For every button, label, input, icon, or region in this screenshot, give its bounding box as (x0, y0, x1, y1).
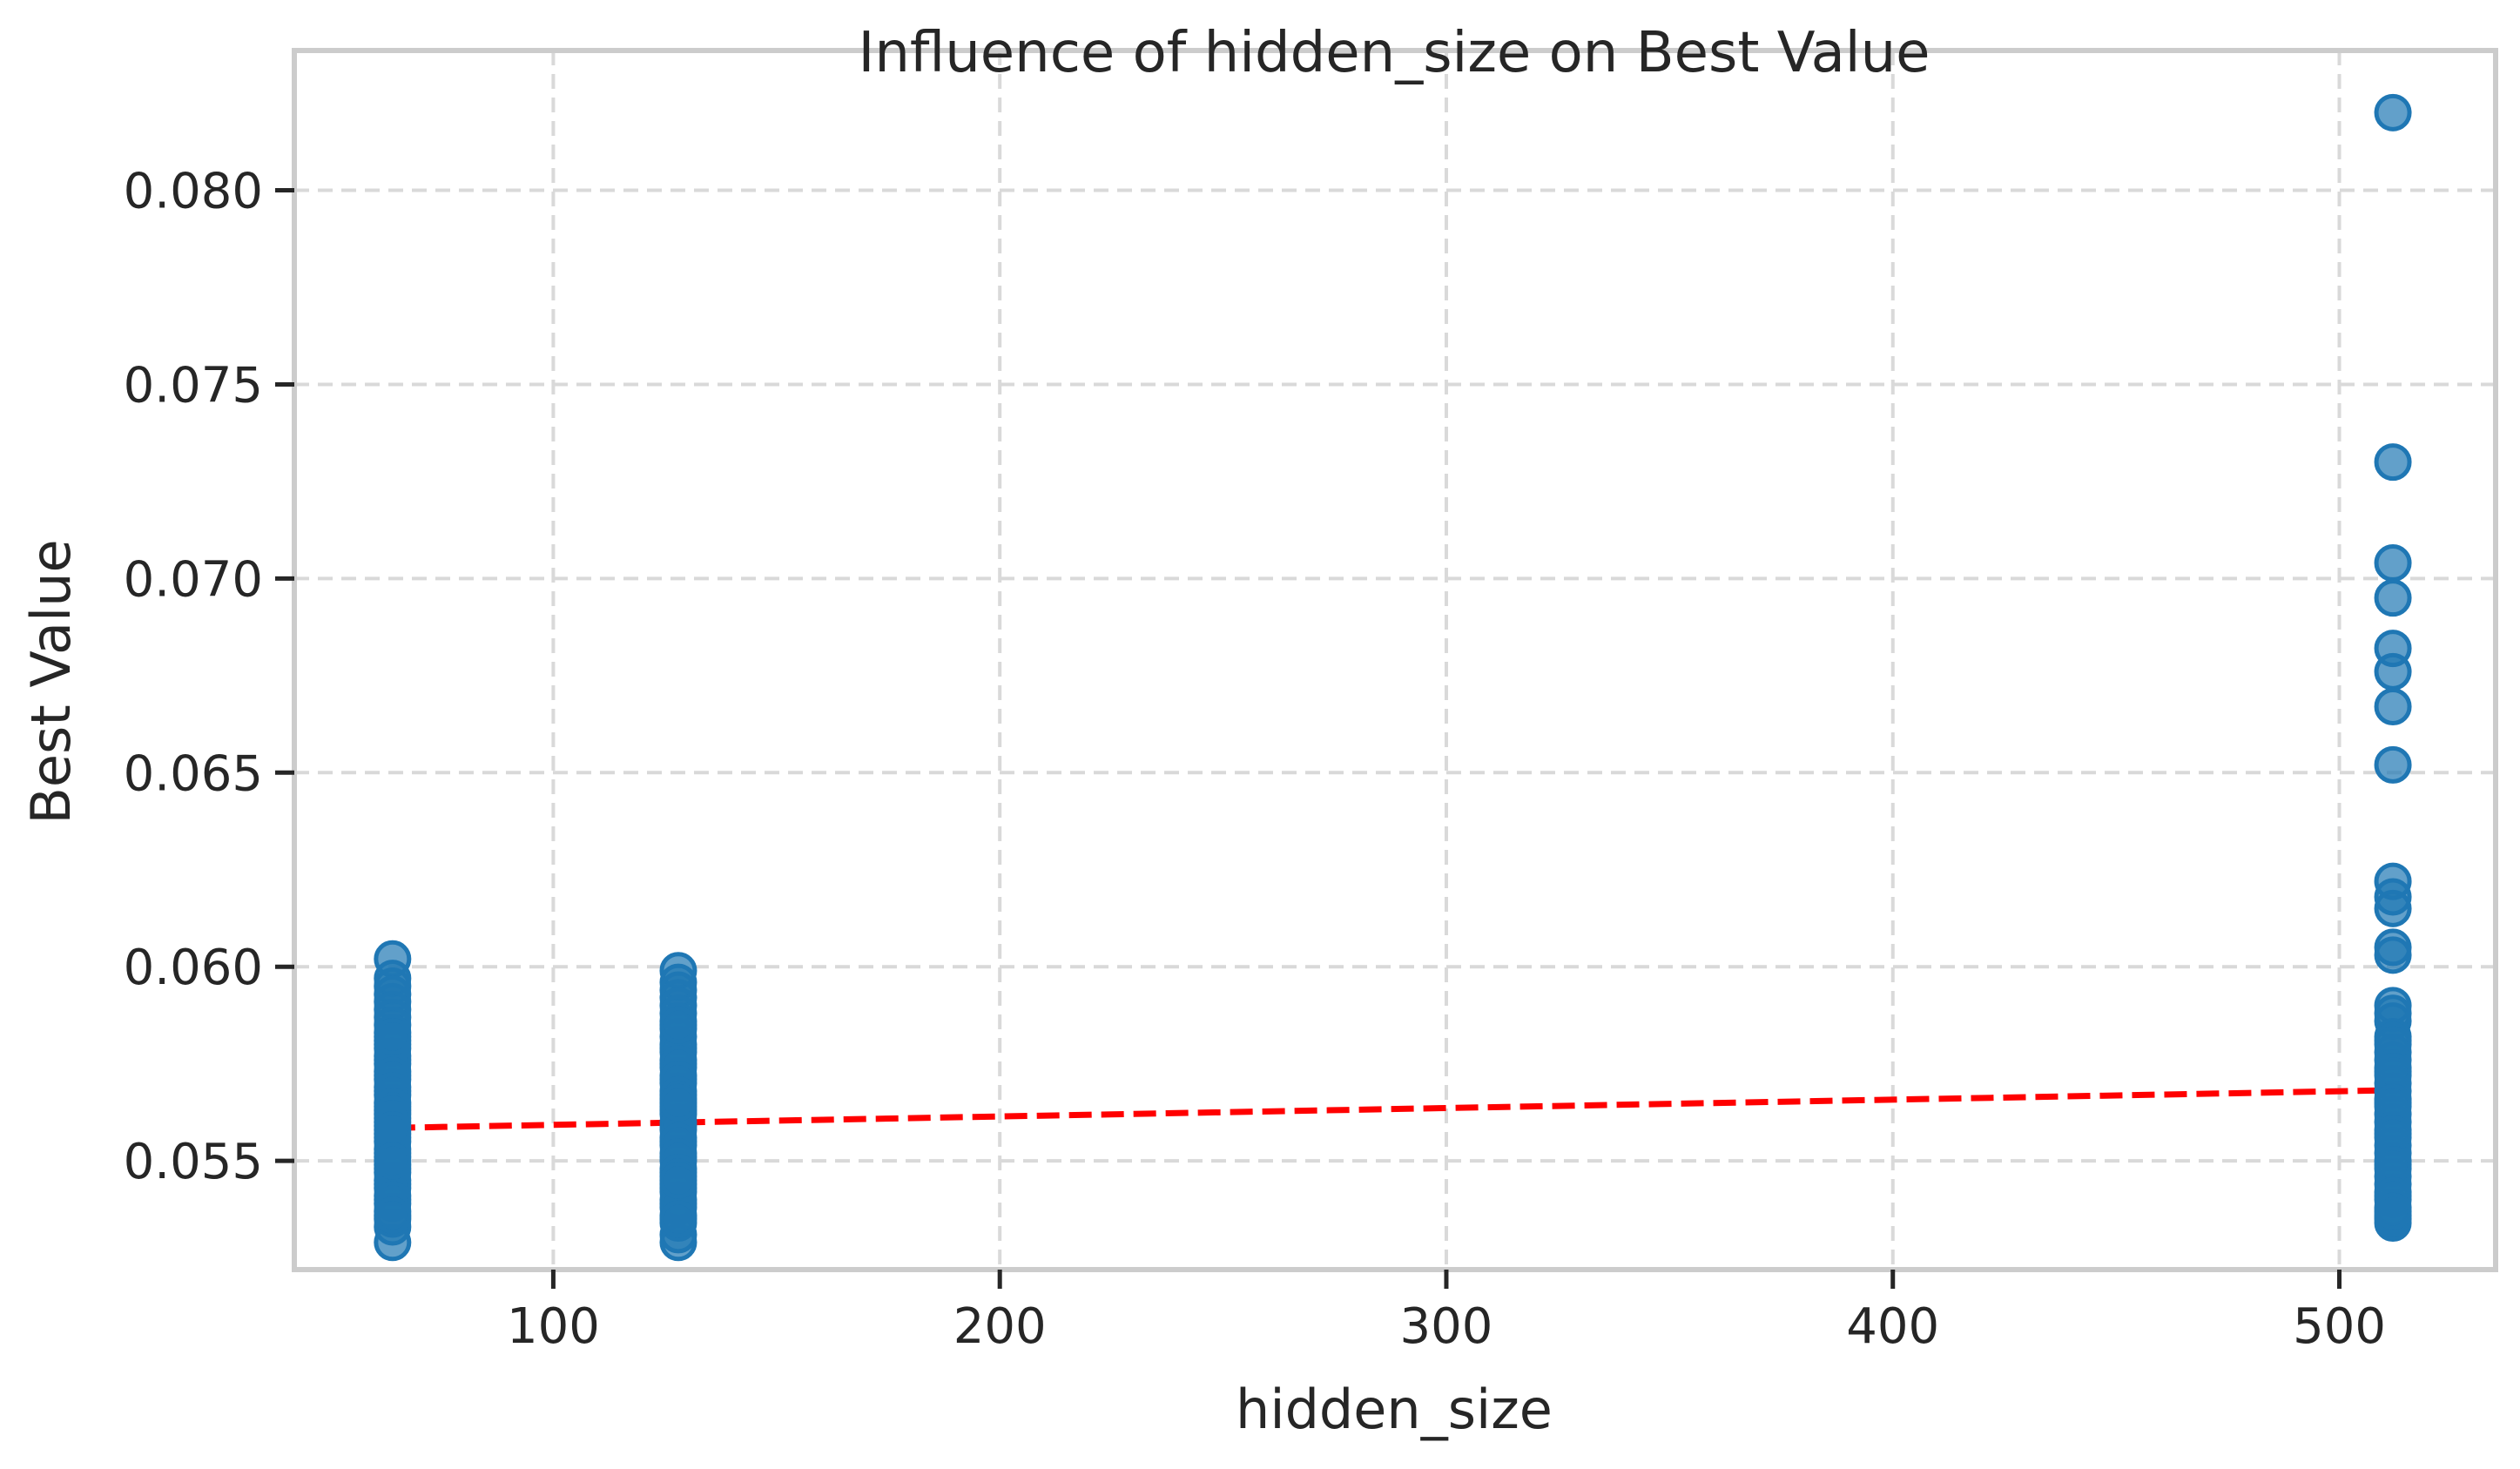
y-tick-label: 0.060 (124, 940, 263, 996)
y-tick-label: 0.080 (124, 164, 263, 220)
data-point (2374, 1083, 2412, 1122)
data-point (659, 1200, 697, 1238)
data-point (2374, 579, 2412, 617)
data-point (2374, 889, 2412, 927)
data-point (2374, 1146, 2412, 1184)
data-point (2374, 544, 2412, 583)
data-point (2374, 1053, 2412, 1091)
data-point (374, 1110, 412, 1149)
x-tick-label: 200 (953, 1298, 1047, 1355)
chart-title: Influence of hidden_size on Best Value (858, 21, 1930, 85)
y-tick-label: 0.075 (124, 357, 263, 414)
y-tick-label: 0.070 (124, 551, 263, 608)
y-axis-label: Best Value (19, 539, 83, 824)
data-point (2374, 1115, 2412, 1153)
x-axis-ticks: 100 200 300 400 500 (507, 1270, 2386, 1355)
data-point (2374, 443, 2412, 482)
plot-frame (292, 48, 2498, 1272)
data-point (374, 1142, 412, 1180)
x-tick-label: 300 (1400, 1298, 1493, 1355)
data-point (2374, 93, 2412, 131)
x-tick-label: 100 (507, 1298, 600, 1355)
data-point (374, 1017, 412, 1055)
data-point (2374, 745, 2412, 784)
data-point (2374, 936, 2412, 974)
data-point (2374, 688, 2412, 726)
trend-line (392, 1087, 2394, 1131)
data-point (659, 1006, 697, 1044)
y-tick-label: 0.065 (124, 745, 263, 802)
data-point (2374, 1021, 2412, 1060)
data-point (374, 1196, 412, 1235)
data-point (659, 1161, 697, 1199)
y-axis-ticks: 0.055 0.060 0.065 0.070 0.075 0.080 (124, 164, 294, 1190)
x-tick-label: 500 (2293, 1298, 2386, 1355)
data-points (374, 93, 2412, 1262)
x-tick-label: 400 (1846, 1298, 1939, 1355)
data-point (659, 1083, 697, 1122)
data-point (2374, 1192, 2412, 1230)
y-tick-label: 0.055 (124, 1134, 263, 1190)
x-axis-label: hidden_size (1236, 1378, 1553, 1441)
data-point (2374, 652, 2412, 691)
grid-lines (294, 51, 2496, 1270)
trend-layer (392, 1087, 2394, 1131)
